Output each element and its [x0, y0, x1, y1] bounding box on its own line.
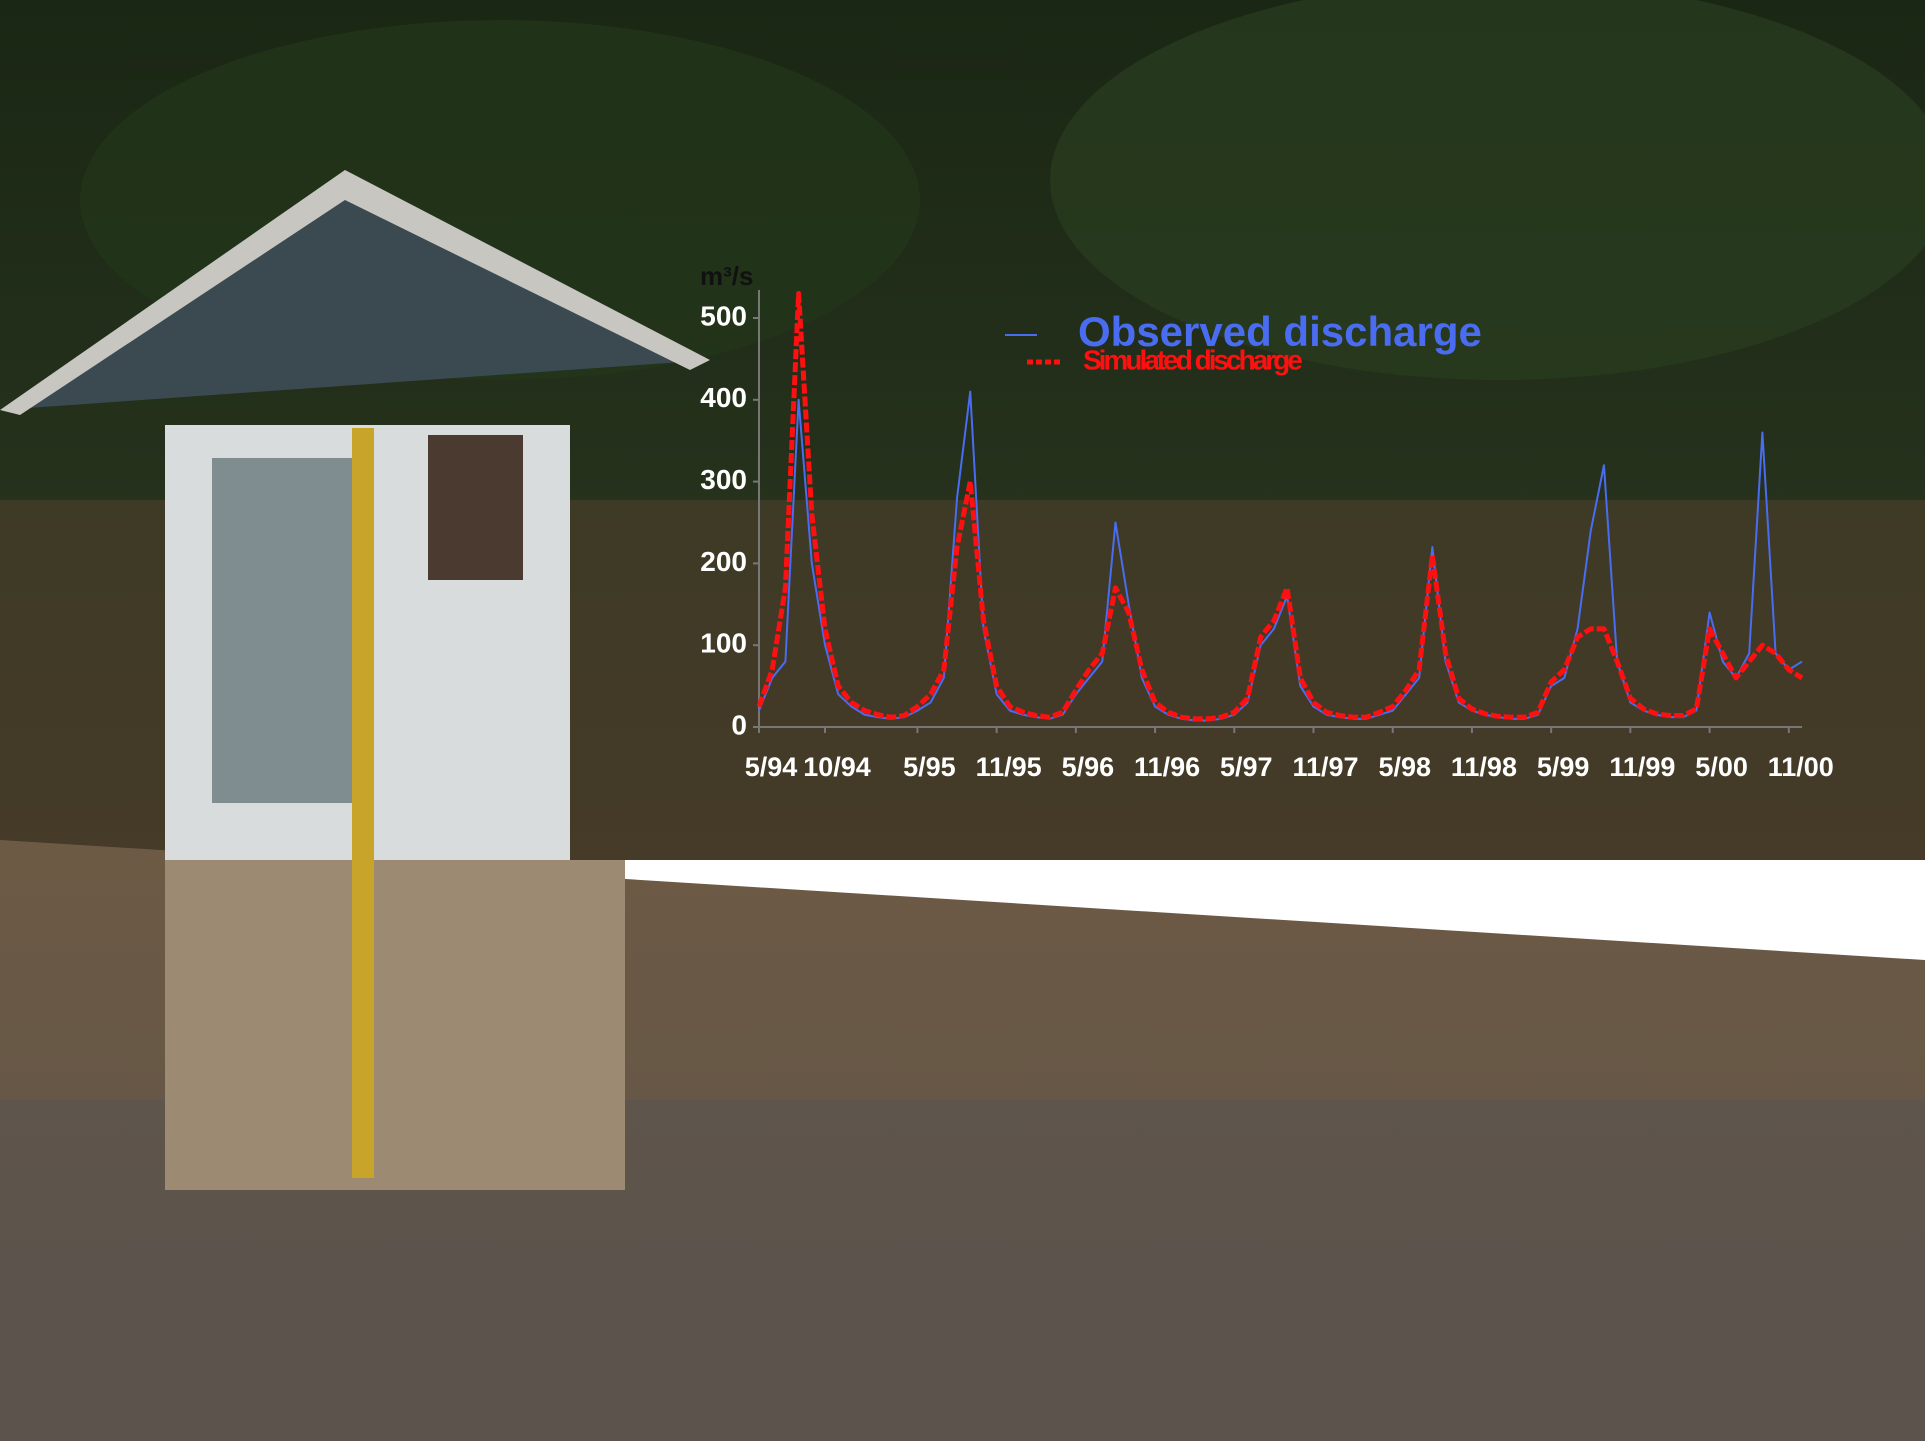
y-tick-label: 400	[700, 382, 747, 413]
x-tick-label: 5/95	[903, 752, 956, 782]
x-tick-label: 11/99	[1609, 752, 1675, 782]
x-tick-label: 11/00	[1768, 752, 1834, 782]
x-tick-label: 5/98	[1378, 752, 1431, 782]
y-axis-label: m³/s	[700, 261, 753, 291]
x-tick-label: 11/95	[976, 752, 1042, 782]
y-tick-label: 500	[700, 300, 747, 331]
x-tick-label: 5/96	[1062, 752, 1115, 782]
photo-background	[0, 0, 1925, 1441]
y-tick-label: 100	[700, 628, 747, 659]
x-tick-label: 11/98	[1451, 752, 1517, 782]
x-tick-label: 11/97	[1292, 752, 1358, 782]
chart: m³/s 0 100 200 300 400 500 5/9410/94 5/95 11/95 5…	[0, 0, 1925, 1441]
x-tick-label: 11/96	[1134, 752, 1200, 782]
x-tick-label: 5/97	[1220, 752, 1273, 782]
x-tick-label: 5/00	[1695, 752, 1748, 782]
x-tick-label: 5/99	[1537, 752, 1590, 782]
y-tick-label: 200	[700, 546, 747, 577]
x-tick-label: 10/94	[803, 752, 871, 782]
x-tick-label: 5/94	[745, 752, 798, 782]
y-tick-label: 300	[700, 464, 747, 495]
legend-label: Simulated discharge	[1083, 344, 1302, 375]
y-tick-label: 0	[731, 709, 747, 740]
page: m³/s 0 100 200 300 400 500 5/9410/94 5/95 11/95 5…	[0, 0, 1925, 1441]
